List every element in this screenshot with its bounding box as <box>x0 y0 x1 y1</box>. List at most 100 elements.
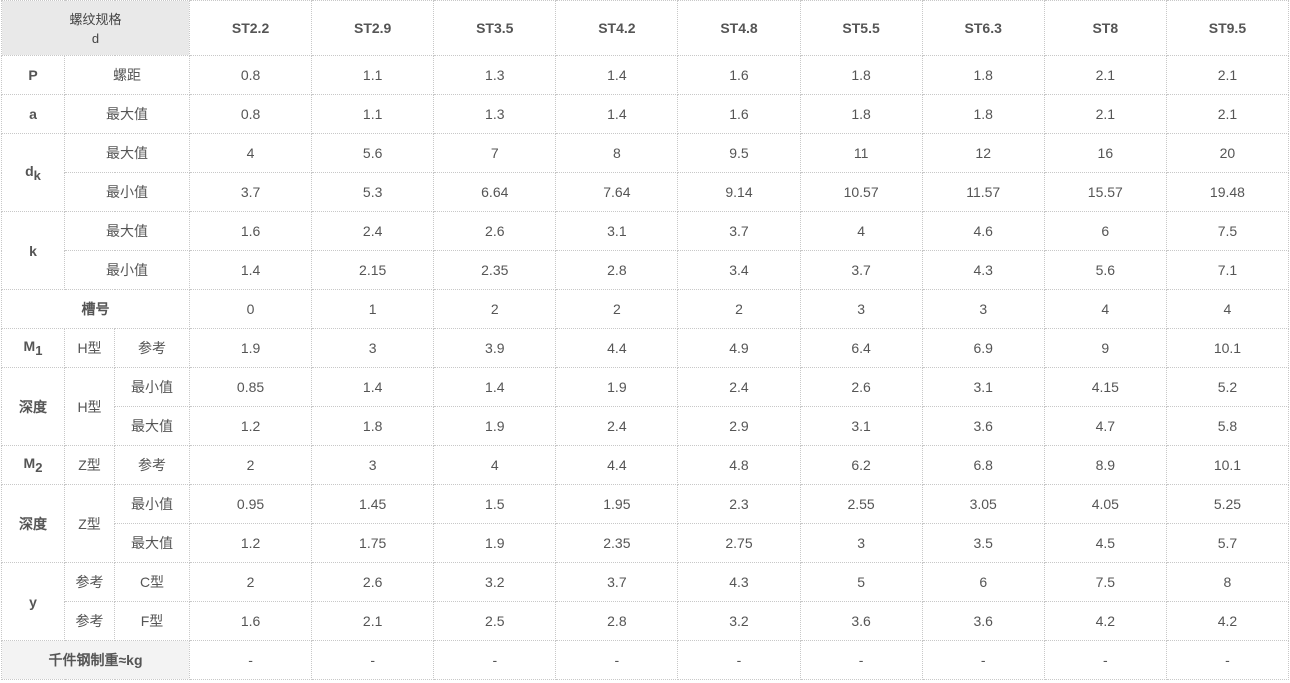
row-dk-max: dk 最大值 4 5.6 7 8 9.5 11 12 16 20 <box>1 133 1290 212</box>
value-cell: 0.85 <box>188 367 313 407</box>
value-cell: 2.8 <box>555 250 679 290</box>
row-label: 最大值 <box>114 406 190 446</box>
row-depth-h-max: 最大值 1.2 1.8 1.9 2.4 2.9 3.1 3.6 4.7 5.8 <box>2 406 1290 446</box>
value-cell: 1.6 <box>677 55 801 95</box>
value-cell: 6.8 <box>921 445 1045 485</box>
value-cell: 4 <box>799 211 923 251</box>
row-weight: 千件钢制重≈kg --------- <box>1 640 1290 680</box>
value-cell: 3.1 <box>799 406 923 446</box>
row-label: 最大值 <box>64 133 190 173</box>
column-header: ST4.8 <box>677 0 801 56</box>
groove-number-label: 槽号 <box>1 289 190 329</box>
value-cell: 7.5 <box>1165 211 1290 251</box>
row-label: F型 <box>114 601 190 641</box>
column-header: ST3.5 <box>433 0 557 56</box>
value-cell: 1.3 <box>433 94 557 134</box>
value-cell: 3.5 <box>921 523 1045 563</box>
value-cell: 2.75 <box>677 523 801 563</box>
symbol-depth-z: 深度 <box>1 484 65 563</box>
value-cell: 11 <box>799 133 923 173</box>
value-cell: 1.2 <box>188 406 313 446</box>
value-cell: 5.6 <box>1043 250 1167 290</box>
column-header: ST4.2 <box>555 0 679 56</box>
value-cell: 3.7 <box>555 562 679 602</box>
value-cell: 3.6 <box>921 601 1045 641</box>
value-cell: 1.4 <box>433 367 557 407</box>
symbol-y: y <box>1 562 65 641</box>
value-cell: 4.8 <box>677 445 801 485</box>
value-cell: 2.1 <box>1043 94 1167 134</box>
value-cell: 4 <box>1165 289 1290 329</box>
value-cell: 3 <box>311 328 435 368</box>
value-cell: 5.6 <box>311 133 435 173</box>
value-cell: 10.57 <box>799 172 923 212</box>
value-cell: 0.95 <box>188 484 313 524</box>
value-cell: 3.7 <box>799 250 923 290</box>
value-cell: 3.6 <box>799 601 923 641</box>
row-k-max: k 最大值 1.6 2.4 2.6 3.1 3.7 4 4.6 6 7.5 <box>1 211 1290 290</box>
value-cell: 0.8 <box>188 94 313 134</box>
symbol-m2: M2 <box>1 445 65 485</box>
row-m1: M1 H型 参考 1.9 3 3.9 4.4 4.9 6.4 6.9 9 10.1 <box>1 328 1290 368</box>
value-cell: 3.2 <box>677 601 801 641</box>
value-cell: 1.3 <box>433 55 557 95</box>
value-cell: - <box>677 640 801 680</box>
row-dk-min: 最小值 3.7 5.3 6.64 7.64 9.14 10.57 11.57 15.57 19.… <box>2 172 1290 212</box>
value-cell: 4.4 <box>555 445 679 485</box>
weight-label: 千件钢制重≈kg <box>1 640 190 680</box>
symbol-p: P <box>1 55 65 95</box>
value-cell: - <box>555 640 679 680</box>
value-cell: - <box>433 640 557 680</box>
value-cell: 1.9 <box>433 406 557 446</box>
row-depth-z-min: 深度 Z型 最小值 0.95 1.45 1.5 1.95 2.3 2.55 3.05 4.05… <box>1 484 1290 563</box>
symbol-k: k <box>1 211 65 290</box>
value-cell: 5.8 <box>1165 406 1290 446</box>
value-cell: 4.05 <box>1043 484 1167 524</box>
symbol-depth-h: 深度 <box>1 367 65 446</box>
value-cell: 5 <box>799 562 923 602</box>
value-cell: 7.5 <box>1043 562 1167 602</box>
value-cell: 3.9 <box>433 328 557 368</box>
column-header: ST2.9 <box>311 0 435 56</box>
column-header: ST6.3 <box>921 0 1045 56</box>
value-cell: 5.3 <box>311 172 435 212</box>
type-label: Z型 <box>64 445 115 485</box>
symbol-a: a <box>1 94 65 134</box>
value-cell: - <box>1043 640 1167 680</box>
value-cell: 5.25 <box>1165 484 1290 524</box>
value-cell: 9.14 <box>677 172 801 212</box>
value-cell: 1.9 <box>188 328 313 368</box>
value-cell: 2.9 <box>677 406 801 446</box>
value-cell: 12 <box>921 133 1045 173</box>
value-cell: 3.7 <box>188 172 313 212</box>
row-label: 最小值 <box>114 484 190 524</box>
value-cell: - <box>799 640 923 680</box>
value-cell: 6.64 <box>433 172 557 212</box>
value-cell: 1.6 <box>677 94 801 134</box>
value-cell: 1.5 <box>433 484 557 524</box>
value-cell: 2.35 <box>555 523 679 563</box>
value-cell: 1.95 <box>555 484 679 524</box>
value-cell: 2.15 <box>311 250 435 290</box>
value-cell: 2.5 <box>433 601 557 641</box>
value-cell: 2 <box>677 289 801 329</box>
value-cell: 6.9 <box>921 328 1045 368</box>
row-a: a 最大值 0.8 1.1 1.3 1.4 1.6 1.8 1.8 2.1 2.1 <box>1 94 1290 134</box>
value-cell: 2.6 <box>799 367 923 407</box>
thread-d-label: d <box>91 31 100 46</box>
column-header: ST8 <box>1043 0 1167 56</box>
value-cell: 3 <box>799 289 923 329</box>
value-cell: 1.6 <box>188 601 313 641</box>
value-cell: 1 <box>311 289 435 329</box>
header-row: 螺纹规格 d ST2.2 ST2.9 ST3.5 ST4.2 ST4.8 ST5… <box>1 0 1290 56</box>
row-label: 最小值 <box>64 172 190 212</box>
value-cell: 4.15 <box>1043 367 1167 407</box>
value-cell: 2.4 <box>677 367 801 407</box>
value-cell: 4 <box>433 445 557 485</box>
value-cell: 1.8 <box>799 55 923 95</box>
reference-label: 参考 <box>64 562 115 602</box>
value-cell: 1.8 <box>921 94 1045 134</box>
row-depth-h-min: 深度 H型 最小值 0.85 1.4 1.4 1.9 2.4 2.6 3.1 4.15 5.2 <box>1 367 1290 446</box>
